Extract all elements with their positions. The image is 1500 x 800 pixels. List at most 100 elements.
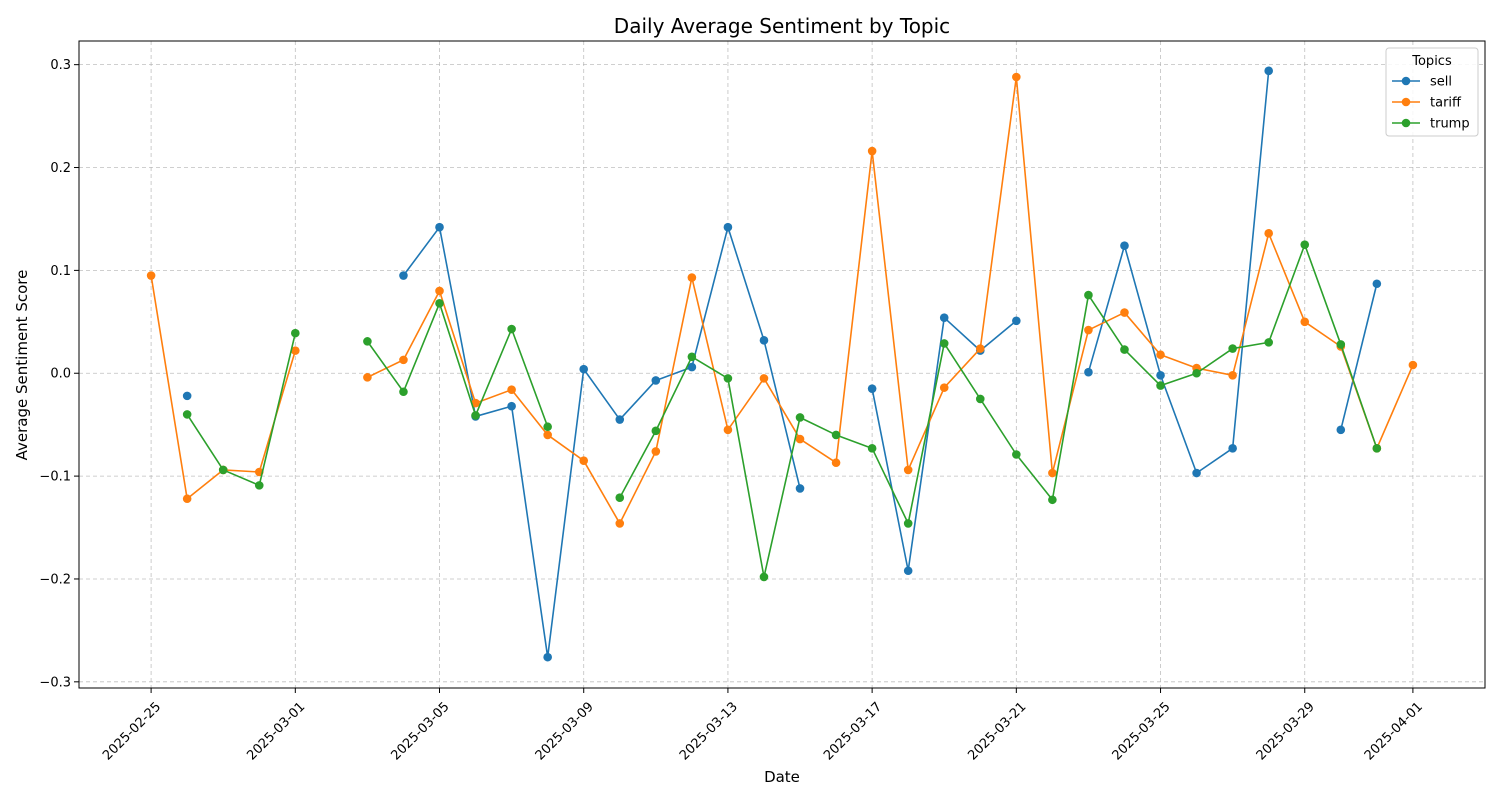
data-point-trump xyxy=(1228,344,1237,353)
data-point-trump xyxy=(795,413,805,422)
data-point-trump xyxy=(1264,338,1273,347)
data-point-trump xyxy=(471,411,480,420)
data-point-tariff xyxy=(1408,360,1418,370)
data-point-tariff xyxy=(471,398,480,408)
data-point-trump xyxy=(651,426,661,436)
data-point-sell xyxy=(687,362,697,372)
data-point-tariff xyxy=(1120,308,1129,317)
data-point-tariff xyxy=(939,383,949,392)
data-point-tariff xyxy=(399,355,408,365)
y-tick-label: −0.3 xyxy=(39,675,71,690)
data-point-sell xyxy=(723,222,733,232)
data-point-tariff xyxy=(1300,317,1310,327)
data-point-sell xyxy=(759,336,769,345)
data-point-trump xyxy=(867,444,877,453)
data-point-tariff xyxy=(507,385,516,395)
series-layer xyxy=(146,66,1418,662)
data-point-trump xyxy=(831,430,841,440)
data-point-trump xyxy=(435,298,444,308)
data-point-trump xyxy=(182,410,192,419)
data-point-trump xyxy=(723,374,733,383)
legend-marker-sell xyxy=(1401,76,1411,86)
y-tick-label: −0.1 xyxy=(39,470,71,485)
data-point-trump xyxy=(1084,290,1093,300)
data-point-trump xyxy=(1012,450,1021,459)
data-point-tariff xyxy=(831,458,841,468)
data-point-tariff xyxy=(1048,468,1057,478)
data-point-trump xyxy=(399,387,408,397)
data-point-sell xyxy=(615,415,625,424)
series-line-sell xyxy=(1087,70,1270,474)
legend-label-sell: sell xyxy=(1430,75,1452,90)
legend-box xyxy=(1385,47,1479,137)
data-point-trump xyxy=(1192,368,1201,378)
x-axis-label: Date xyxy=(764,768,800,786)
data-point-tariff xyxy=(1228,371,1237,380)
data-point-tariff xyxy=(182,494,192,504)
legend-marker-tariff xyxy=(1401,97,1411,107)
data-point-sell xyxy=(435,222,444,232)
data-point-sell xyxy=(182,391,192,401)
data-point-sell xyxy=(1264,66,1273,76)
y-tick-label: 0.2 xyxy=(50,161,71,176)
data-point-sell xyxy=(1336,425,1346,435)
data-point-tariff xyxy=(903,465,913,475)
legend: Topics sell tariff trump xyxy=(1385,47,1479,137)
series-line-tariff xyxy=(367,76,1414,525)
data-point-trump xyxy=(687,352,697,362)
data-point-tariff xyxy=(723,425,733,435)
series-line-sell xyxy=(1340,283,1378,431)
legend-label-trump: trump xyxy=(1430,117,1470,132)
data-point-tariff xyxy=(146,271,156,280)
data-point-trump xyxy=(615,493,625,503)
legend-marker-trump xyxy=(1401,118,1411,128)
data-point-trump xyxy=(291,328,300,338)
data-point-tariff xyxy=(651,447,661,456)
data-point-tariff xyxy=(1156,350,1165,360)
data-point-sell xyxy=(1120,241,1129,250)
data-point-tariff xyxy=(795,434,805,444)
y-axis: −0.3 −0.2 −0.1 0.0 0.1 0.2 0.3 xyxy=(39,58,79,690)
data-point-trump xyxy=(1048,495,1057,505)
data-point-sell xyxy=(399,271,408,280)
data-point-sell xyxy=(903,566,913,576)
data-point-sell xyxy=(867,384,877,393)
data-point-trump xyxy=(903,519,913,528)
series-line-trump xyxy=(619,243,1378,578)
y-axis-label: Average Sentiment Score xyxy=(13,270,31,461)
series-trump xyxy=(182,240,1382,582)
data-point-trump xyxy=(543,422,552,432)
data-point-trump xyxy=(254,481,264,490)
series-sell xyxy=(182,66,1382,662)
data-point-sell xyxy=(543,652,552,662)
data-point-sell xyxy=(1156,371,1165,380)
legend-label-tariff: tariff xyxy=(1430,96,1462,111)
y-tick-label: 0.1 xyxy=(50,264,71,279)
y-tick-label: 0.3 xyxy=(50,58,71,73)
data-point-sell xyxy=(1372,279,1382,289)
data-point-tariff xyxy=(615,519,625,528)
legend-title: Topics xyxy=(1411,54,1452,69)
data-point-trump xyxy=(363,337,372,346)
data-point-sell xyxy=(579,364,589,374)
data-point-sell xyxy=(651,376,661,385)
data-point-trump xyxy=(759,572,769,582)
data-point-tariff xyxy=(291,346,300,355)
data-point-tariff xyxy=(759,374,769,383)
data-point-sell xyxy=(507,401,516,411)
series-line-trump xyxy=(366,302,549,428)
data-point-tariff xyxy=(867,146,877,156)
y-tick-label: 0.0 xyxy=(50,367,71,382)
data-point-trump xyxy=(507,324,516,334)
data-point-sell xyxy=(1192,468,1201,478)
data-point-sell xyxy=(939,313,949,322)
data-point-tariff xyxy=(543,430,552,440)
data-point-tariff xyxy=(687,273,697,282)
data-point-tariff xyxy=(1264,229,1273,238)
data-point-trump xyxy=(1156,381,1165,390)
data-point-sell xyxy=(795,484,805,493)
data-point-trump xyxy=(1120,345,1129,354)
